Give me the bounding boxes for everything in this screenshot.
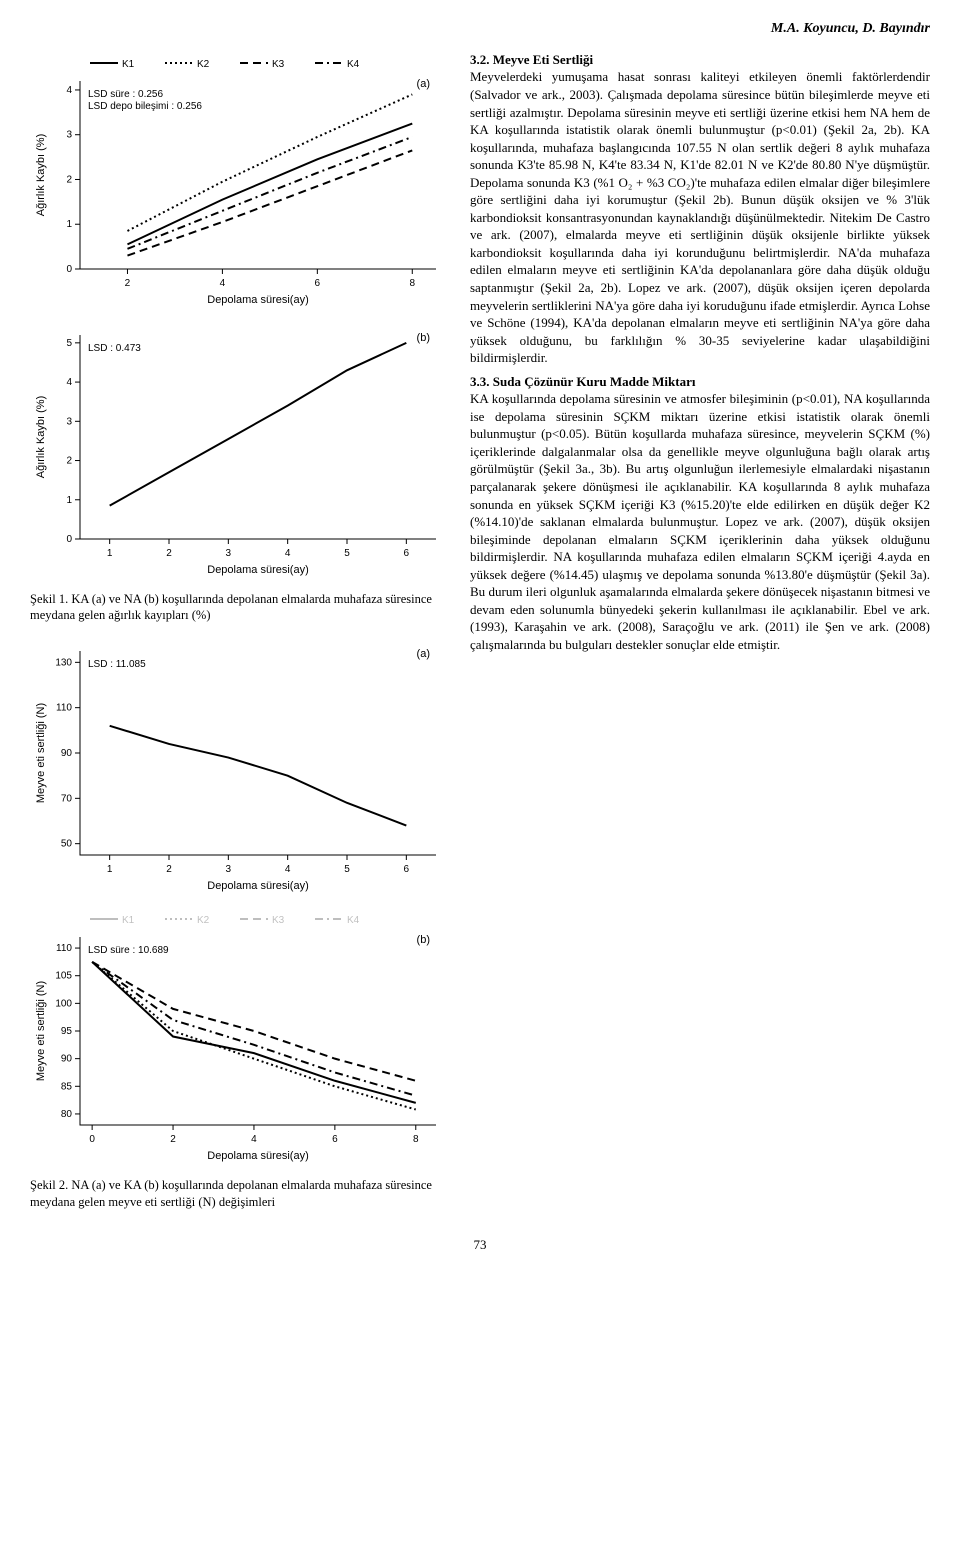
- svg-text:4: 4: [66, 377, 72, 388]
- svg-text:1: 1: [66, 219, 72, 230]
- svg-text:6: 6: [404, 548, 410, 559]
- chart-fig1a: 2 4 6 8 0 1 2 3 4 Ağırlık Kaybı (%) Depolama süres…: [30, 51, 450, 311]
- svg-text:130: 130: [55, 658, 72, 669]
- svg-text:2: 2: [166, 548, 172, 559]
- section-3-3-body: KA koşullarında depolama süresinin ve at…: [470, 391, 930, 652]
- svg-text:K4: K4: [347, 915, 360, 926]
- svg-text:6: 6: [315, 278, 321, 289]
- svg-text:LSD süre : 0.256: LSD süre : 0.256: [88, 89, 163, 100]
- svg-text:8: 8: [413, 1134, 419, 1145]
- svg-text:0: 0: [89, 1134, 95, 1145]
- page-number: 73: [30, 1236, 930, 1254]
- figure-2a: 1 2 3 4 5 6 50 70 90 110 130 Meyve eti sertliği (N)…: [30, 637, 450, 897]
- figure-2b: 0 2 4 6 8 80 85 90 95 100 105 110 Meyve eti sertliği…: [30, 907, 450, 1167]
- caption-fig2: Şekil 2. NA (a) ve KA (b) koşullarında d…: [30, 1177, 450, 1210]
- svg-text:LSD depo bileşimi : 0.256: LSD depo bileşimi : 0.256: [88, 101, 202, 112]
- svg-text:LSD : 0.473: LSD : 0.473: [88, 343, 141, 354]
- svg-text:1: 1: [107, 548, 113, 559]
- svg-text:3: 3: [66, 416, 72, 427]
- svg-text:2: 2: [66, 455, 72, 466]
- svg-text:3: 3: [226, 864, 232, 875]
- svg-text:Depolama süresi(ay): Depolama süresi(ay): [207, 1150, 308, 1162]
- svg-text:0: 0: [66, 534, 72, 545]
- svg-text:2: 2: [170, 1134, 176, 1145]
- svg-text:1: 1: [66, 495, 72, 506]
- svg-text:2: 2: [66, 174, 72, 185]
- chart-fig2a: 1 2 3 4 5 6 50 70 90 110 130 Meyve eti sertliği (N)…: [30, 637, 450, 897]
- svg-text:Ağırlık Kaybı (%): Ağırlık Kaybı (%): [35, 396, 47, 479]
- section-3-2-title: 3.2. Meyve Eti Sertliği: [470, 52, 593, 67]
- svg-text:Depolama süresi(ay): Depolama süresi(ay): [207, 564, 308, 576]
- svg-text:(b): (b): [417, 934, 430, 946]
- svg-text:6: 6: [332, 1134, 338, 1145]
- svg-text:Meyve eti sertliği (N): Meyve eti sertliği (N): [35, 703, 47, 803]
- svg-text:K1: K1: [122, 59, 135, 70]
- author-header: M.A. Koyuncu, D. Bayındır: [30, 20, 930, 39]
- svg-text:2: 2: [166, 864, 172, 875]
- svg-text:K1: K1: [122, 915, 135, 926]
- svg-text:5: 5: [344, 548, 350, 559]
- svg-text:110: 110: [56, 943, 72, 954]
- svg-text:LSD : 11.085: LSD : 11.085: [88, 659, 146, 670]
- svg-text:3: 3: [66, 130, 72, 141]
- svg-text:6: 6: [404, 864, 410, 875]
- svg-text:80: 80: [61, 1109, 73, 1120]
- svg-text:(a): (a): [417, 78, 430, 90]
- svg-text:4: 4: [285, 548, 291, 559]
- svg-text:4: 4: [285, 864, 291, 875]
- svg-text:Depolama süresi(ay): Depolama süresi(ay): [207, 880, 308, 892]
- svg-text:5: 5: [344, 864, 350, 875]
- svg-text:95: 95: [61, 1026, 73, 1037]
- section-3-3-title: 3.3. Suda Çözünür Kuru Madde Miktarı: [470, 374, 696, 389]
- svg-text:90: 90: [61, 748, 73, 759]
- svg-text:K3: K3: [272, 59, 285, 70]
- svg-text:2: 2: [125, 278, 131, 289]
- left-column: 246801234Ağırlık Kaybı (%)Depolama süres…: [30, 51, 450, 1224]
- svg-text:3: 3: [226, 548, 232, 559]
- svg-text:Ağırlık Kaybı (%): Ağırlık Kaybı (%): [35, 134, 47, 217]
- svg-text:50: 50: [61, 839, 73, 850]
- svg-text:K2: K2: [197, 59, 210, 70]
- svg-text:105: 105: [55, 971, 72, 982]
- svg-text:K4: K4: [347, 59, 360, 70]
- svg-text:110: 110: [56, 703, 72, 714]
- svg-text:LSD süre : 10.689: LSD süre : 10.689: [88, 945, 169, 956]
- page-layout: 246801234Ağırlık Kaybı (%)Depolama süres…: [30, 51, 930, 1224]
- svg-text:5: 5: [66, 338, 72, 349]
- svg-text:Depolama süresi(ay): Depolama süresi(ay): [207, 294, 308, 306]
- svg-text:K3: K3: [272, 915, 285, 926]
- svg-text:100: 100: [55, 999, 72, 1010]
- section-3-3: 3.3. Suda Çözünür Kuru Madde Miktarı KA …: [470, 373, 930, 654]
- svg-text:85: 85: [61, 1082, 73, 1093]
- section-3-2: 3.2. Meyve Eti Sertliği Meyvelerdeki yum…: [470, 51, 930, 367]
- chart-fig1b: 1 2 3 4 5 6 0 1 2 3 4 5 Ağırlık Kaybı (%) Depolama sü…: [30, 321, 450, 581]
- section-3-2-body: Meyvelerdeki yumuşama hasat sonrası kali…: [470, 69, 930, 365]
- svg-text:90: 90: [61, 1054, 73, 1065]
- right-column: 3.2. Meyve Eti Sertliği Meyvelerdeki yum…: [470, 51, 930, 1224]
- svg-text:8: 8: [409, 278, 415, 289]
- figure-1a: 2 4 6 8 0 1 2 3 4 Ağırlık Kaybı (%) Depolama süres…: [30, 51, 450, 311]
- chart-fig2b: 0 2 4 6 8 80 85 90 95 100 105 110 Meyve eti sertliği…: [30, 907, 450, 1167]
- svg-text:4: 4: [220, 278, 226, 289]
- svg-text:Meyve eti sertliği (N): Meyve eti sertliği (N): [35, 981, 47, 1081]
- svg-text:0: 0: [66, 264, 72, 275]
- svg-text:(a): (a): [417, 648, 430, 660]
- svg-text:4: 4: [66, 85, 72, 96]
- figure-1b: 1 2 3 4 5 6 0 1 2 3 4 5 Ağırlık Kaybı (%) Depolama sü…: [30, 321, 450, 581]
- caption-fig1: Şekil 1. KA (a) ve NA (b) koşullarında d…: [30, 591, 450, 624]
- svg-text:4: 4: [251, 1134, 257, 1145]
- svg-text:1: 1: [107, 864, 113, 875]
- svg-text:K2: K2: [197, 915, 210, 926]
- svg-text:(b): (b): [417, 332, 430, 344]
- svg-text:70: 70: [61, 794, 73, 805]
